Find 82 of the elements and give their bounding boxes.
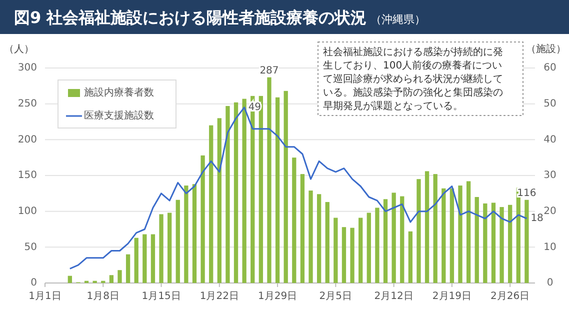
bar <box>68 276 72 283</box>
bar <box>109 275 114 283</box>
bar <box>491 202 496 283</box>
y-axis-title: （人） <box>4 44 34 55</box>
bar <box>358 218 363 283</box>
bar <box>150 234 156 283</box>
bar <box>442 188 446 283</box>
bar <box>118 270 122 283</box>
y2-tick-label: 60 <box>544 62 556 74</box>
x-tick-label: 1月22日 <box>200 291 239 302</box>
x-tick-label: 2月26日 <box>490 291 530 302</box>
y2-tick-label: 20 <box>544 206 556 218</box>
x-tick-label: 1月1日 <box>28 291 62 302</box>
bar <box>308 190 313 283</box>
chart-title: 図9 社会福祉施設における陽性者施設療養の状況 <box>14 8 367 27</box>
y2-tick-label: 10 <box>544 242 556 253</box>
bar <box>234 102 238 283</box>
bar <box>226 106 230 283</box>
bar <box>275 97 280 283</box>
legend-label: 医療支援施設数 <box>84 110 154 122</box>
bar <box>342 227 346 283</box>
y-tick-label: 100 <box>18 206 37 218</box>
bar <box>400 196 404 283</box>
bar <box>159 214 164 283</box>
bar <box>134 238 138 283</box>
data-label: 287 <box>260 65 279 76</box>
y-tick-label: 0 <box>30 278 37 289</box>
bar <box>524 200 529 283</box>
y2-tick-label: 30 <box>544 170 556 182</box>
bar <box>450 188 454 283</box>
bar <box>217 118 222 283</box>
bar <box>200 155 205 283</box>
bar <box>126 254 130 283</box>
bar <box>383 199 388 283</box>
y-tick-label: 200 <box>18 134 37 146</box>
data-label: 18 <box>530 213 544 224</box>
bar <box>500 207 504 283</box>
bar <box>375 208 380 283</box>
x-tick-label: 1月15日 <box>142 291 181 302</box>
y-tick-label: 50 <box>24 242 37 253</box>
bar <box>483 203 488 283</box>
x-tick-label: 2月19日 <box>432 291 472 302</box>
bar <box>416 179 421 283</box>
bar <box>325 202 330 283</box>
bar <box>184 186 188 283</box>
bar <box>366 212 371 283</box>
bar <box>258 96 264 283</box>
x-tick-label: 2月12日 <box>374 291 414 302</box>
bar <box>168 212 172 283</box>
legend-label: 施設内療養者数 <box>84 86 154 99</box>
bar <box>408 231 412 283</box>
chart-subtitle: （沖縄県） <box>370 13 426 26</box>
y2-axis-title: （施設） <box>526 43 566 55</box>
y-tick-label: 150 <box>18 170 37 182</box>
bar <box>300 174 305 283</box>
bar <box>242 98 246 283</box>
y2-tick-label: 0 <box>546 278 554 289</box>
bar <box>176 200 180 283</box>
bar <box>474 197 479 283</box>
x-tick-label: 1月8日 <box>86 291 120 302</box>
y2-tick-label: 50 <box>544 98 556 110</box>
bar <box>508 204 512 283</box>
bar <box>350 228 354 283</box>
bar <box>458 186 462 283</box>
y2-tick-label: 40 <box>544 134 556 146</box>
bar <box>142 234 147 283</box>
bar <box>284 90 288 283</box>
bar <box>466 181 471 283</box>
bar <box>334 218 338 283</box>
x-tick-label: 2月5日 <box>319 291 352 302</box>
bar <box>267 77 272 283</box>
bar <box>433 174 438 283</box>
y-tick-label: 300 <box>18 62 37 74</box>
y-tick-label: 250 <box>18 98 37 110</box>
annotation: 社会福祉施設における感染が持続的に発生しており、100人前後の療養者について巡回診療が求められる状況が継続している。施設感染予防の強化と集団感染の早期発見が課題となっている。 <box>323 46 503 112</box>
bar <box>292 158 296 283</box>
bar <box>316 194 322 283</box>
x-tick-label: 1月29日 <box>258 291 298 302</box>
bar <box>192 184 197 283</box>
bar <box>392 192 396 283</box>
bar <box>424 171 430 283</box>
bar <box>209 125 214 283</box>
